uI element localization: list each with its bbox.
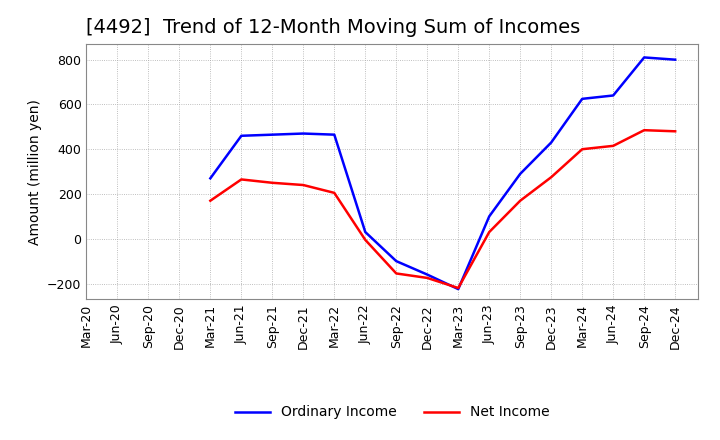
Ordinary Income (268, 132, 276, 137)
Net Income (671, 128, 680, 134)
Legend: Ordinary Income, Net Income: Ordinary Income, Net Income (230, 400, 555, 425)
Ordinary Income (423, 272, 431, 277)
Ordinary Income (547, 140, 556, 145)
Ordinary Income (237, 133, 246, 139)
Ordinary Income (640, 55, 649, 60)
Net Income (268, 180, 276, 185)
Net Income (206, 198, 215, 203)
Ordinary Income (206, 176, 215, 181)
Net Income (609, 143, 618, 148)
Net Income (299, 183, 307, 188)
Line: Ordinary Income: Ordinary Income (210, 58, 675, 289)
Line: Net Income: Net Income (210, 130, 675, 288)
Net Income (237, 177, 246, 182)
Net Income (547, 175, 556, 180)
Net Income (330, 190, 338, 195)
Y-axis label: Amount (million yen): Amount (million yen) (27, 99, 42, 245)
Ordinary Income (671, 57, 680, 62)
Ordinary Income (299, 131, 307, 136)
Ordinary Income (516, 171, 525, 176)
Ordinary Income (392, 259, 400, 264)
Ordinary Income (485, 214, 493, 219)
Net Income (361, 237, 369, 242)
Ordinary Income (361, 229, 369, 235)
Net Income (640, 128, 649, 133)
Ordinary Income (578, 96, 587, 102)
Net Income (392, 271, 400, 276)
Net Income (516, 198, 525, 203)
Text: [4492]  Trend of 12-Month Moving Sum of Incomes: [4492] Trend of 12-Month Moving Sum of I… (86, 18, 580, 37)
Net Income (454, 286, 462, 291)
Ordinary Income (454, 286, 462, 292)
Ordinary Income (330, 132, 338, 137)
Net Income (578, 147, 587, 152)
Net Income (485, 229, 493, 235)
Ordinary Income (609, 93, 618, 98)
Net Income (423, 275, 431, 281)
